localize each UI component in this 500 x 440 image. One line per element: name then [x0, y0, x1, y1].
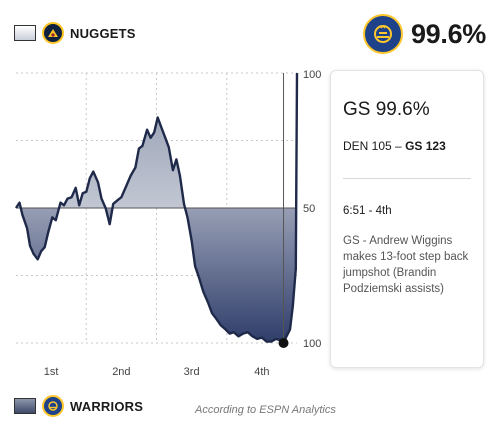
warriors-color-swatch	[14, 398, 36, 414]
x-tick-label: 3rd	[184, 366, 200, 378]
x-tick-label: 4th	[254, 366, 269, 378]
nuggets-color-swatch	[14, 25, 36, 41]
legend-nuggets: NUGGETS	[14, 22, 136, 44]
win-probability-header: 99.6%	[362, 14, 486, 54]
source-note: According to ESPN Analytics	[195, 404, 336, 416]
y-tick-label: 50	[303, 203, 315, 215]
y-tick-label: 100	[303, 338, 321, 350]
panel-win-probability: GS 99.6%	[343, 99, 430, 120]
win-probability-value: 99.6%	[410, 18, 486, 49]
panel-divider	[343, 178, 471, 179]
nuggets-area	[16, 73, 297, 208]
panel-score-separator: –	[395, 139, 402, 153]
x-tick-label: 1st	[44, 366, 59, 378]
nuggets-team-name: NUGGETS	[70, 25, 136, 41]
nuggets-logo-icon	[42, 22, 64, 44]
panel-score-gs: GS 123	[405, 139, 446, 153]
y-tick-label: 100	[303, 69, 321, 81]
warriors-small-logo-icon	[42, 395, 64, 417]
panel-play-description: GS - Andrew Wiggins makes 13-foot step b…	[343, 235, 469, 295]
play-detail-panel: GS 99.6% DEN 105 – GS 123 6:51 - 4th GS …	[330, 70, 484, 368]
panel-score-den: DEN 105	[343, 139, 392, 153]
legend-warriors: WARRIORS	[14, 395, 143, 417]
warriors-team-name: WARRIORS	[70, 398, 144, 414]
win-probability-line	[14, 72, 299, 345]
panel-score: DEN 105 – GS 123	[343, 139, 446, 153]
warriors-area	[16, 208, 297, 343]
panel-play-time: 6:51 - 4th	[343, 205, 392, 217]
warriors-logo-icon	[362, 14, 403, 54]
current-play-marker-dot	[278, 338, 289, 348]
x-tick-label: 2nd	[112, 366, 130, 378]
